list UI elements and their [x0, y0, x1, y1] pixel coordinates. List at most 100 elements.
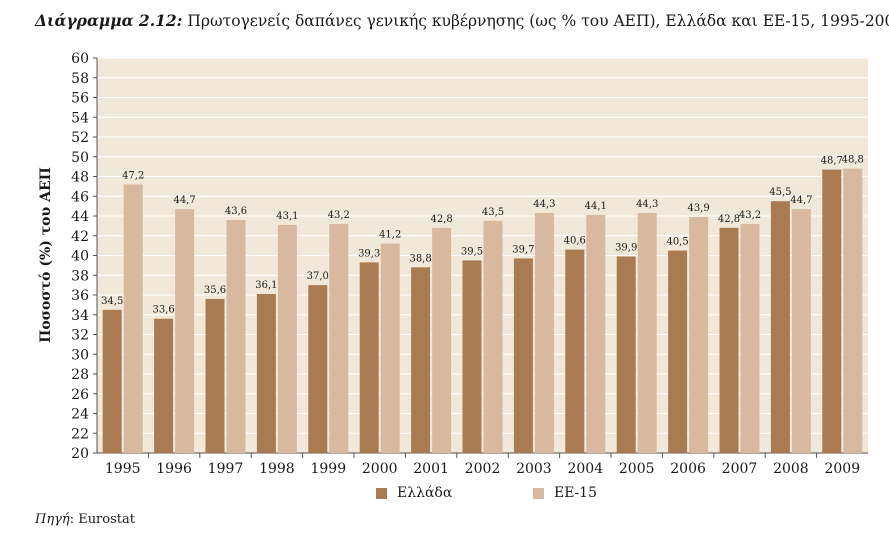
data-label-greece: 39,5 [461, 246, 483, 257]
data-label-eu15: 43,6 [225, 206, 247, 217]
source-note: Πηγή: Eurostat [35, 512, 135, 527]
bar-greece [205, 298, 225, 453]
x-tick-label: 1996 [156, 461, 192, 477]
x-tick-label: 2007 [722, 461, 758, 477]
bar-eu15 [791, 209, 811, 453]
chart-title-label: Διάγραμμα 2.12: [35, 11, 183, 30]
data-label-eu15: 43,2 [739, 210, 761, 221]
data-label-greece: 35,6 [204, 285, 226, 296]
y-tick-label: 22 [71, 426, 89, 442]
y-tick-label: 40 [71, 249, 89, 265]
bar-eu15 [843, 168, 863, 453]
x-tick-label: 2003 [516, 461, 552, 477]
x-tick-label: 1999 [310, 461, 346, 477]
data-label-greece: 39,7 [512, 244, 534, 255]
data-label-eu15: 42,8 [430, 214, 452, 225]
bar-greece [411, 267, 431, 453]
data-label-greece: 42,8 [718, 214, 740, 225]
legend-swatch-greece [376, 487, 387, 499]
bar-eu15 [637, 213, 657, 453]
data-label-greece: 40,5 [666, 237, 688, 248]
x-tick-label: 2009 [824, 461, 860, 477]
data-label-eu15: 43,9 [687, 203, 709, 214]
y-tick-label: 56 [71, 91, 89, 107]
legend-swatch-eu15 [533, 487, 544, 499]
bar-eu15 [123, 184, 143, 453]
data-label-eu15: 44,7 [173, 195, 195, 206]
bar-eu15 [277, 224, 297, 453]
data-label-greece: 36,1 [255, 280, 277, 291]
y-tick-label: 50 [71, 150, 89, 166]
y-tick-label: 38 [71, 268, 89, 284]
y-tick-label: 42 [71, 229, 89, 245]
source-label: Πηγή [35, 512, 70, 527]
x-tick-label: 2000 [362, 461, 398, 477]
x-tick-label: 1997 [208, 461, 244, 477]
data-label-eu15: 41,2 [379, 230, 401, 241]
data-label-greece: 34,5 [101, 296, 123, 307]
data-label-greece: 37,0 [307, 271, 329, 282]
data-label-greece: 39,9 [615, 242, 637, 253]
bar-chart: 20 22 24 26 28 30 32 34 36 38 40 42 44 46 48 50 52 54 56 58… [71, 51, 868, 477]
data-label-greece: 33,6 [152, 305, 174, 316]
data-label-eu15: 43,1 [276, 211, 298, 222]
y-tick-label: 44 [71, 209, 89, 225]
data-label-greece: 39,3 [358, 248, 380, 259]
bar-greece [822, 169, 842, 453]
x-tick-label: 2005 [619, 461, 655, 477]
data-label-greece: 45,5 [769, 187, 791, 198]
data-label-eu15: 44,1 [585, 201, 607, 212]
legend-item-eu15: ΕΕ-15 [533, 485, 597, 501]
bar-greece [770, 201, 790, 453]
source-text: : Eurostat [69, 512, 135, 527]
bar-eu15 [226, 219, 246, 453]
data-label-greece: 40,6 [564, 236, 586, 247]
x-tick-label: 2004 [567, 461, 603, 477]
y-tick-label: 58 [71, 71, 89, 87]
bar-greece [462, 260, 482, 453]
x-tick-label: 1995 [105, 461, 141, 477]
bar-eu15 [740, 223, 760, 453]
x-tick-label: 1998 [259, 461, 295, 477]
x-tick-label: 2006 [670, 461, 706, 477]
bar-greece [616, 256, 636, 453]
legend-item-greece: Ελλάδα [376, 485, 452, 501]
bar-greece [308, 285, 328, 453]
y-tick-label: 34 [71, 308, 89, 324]
bar-eu15 [380, 243, 400, 453]
bar-greece [513, 258, 533, 453]
x-tick-label: 2001 [413, 461, 449, 477]
bar-greece [668, 250, 688, 453]
y-tick-label: 20 [71, 446, 89, 462]
x-tick-label: 2008 [773, 461, 809, 477]
data-label-eu15: 48,8 [842, 155, 864, 166]
bar-eu15 [329, 223, 349, 453]
data-label-eu15: 43,2 [328, 210, 350, 221]
legend: Ελλάδα ΕΕ-15 [0, 485, 889, 505]
y-tick-label: 36 [71, 288, 89, 304]
y-tick-label: 24 [71, 407, 89, 423]
bar-eu15 [175, 209, 195, 453]
bar-eu15 [483, 220, 503, 453]
chart-title: Διάγραμμα 2.12: Πρωτογενείς δαπάνες γενι… [35, 11, 889, 30]
data-label-eu15: 44,3 [533, 199, 555, 210]
bar-eu15 [689, 216, 709, 453]
bar-eu15 [586, 215, 606, 453]
bar-eu15 [534, 213, 554, 453]
bar-eu15 [432, 227, 452, 453]
bar-greece [154, 318, 174, 453]
bar-greece [256, 294, 276, 453]
bar-greece [719, 227, 739, 453]
y-tick-label: 54 [71, 110, 89, 126]
bar-greece [565, 249, 585, 453]
legend-label-greece: Ελλάδα [397, 485, 453, 501]
y-tick-label: 28 [71, 367, 89, 383]
bar-greece [359, 262, 379, 453]
data-label-greece: 48,7 [821, 156, 843, 167]
data-label-eu15: 43,5 [482, 207, 504, 218]
legend-label-eu15: ΕΕ-15 [554, 485, 597, 501]
y-tick-label: 60 [71, 51, 89, 67]
data-label-eu15: 44,7 [790, 195, 812, 206]
x-tick-label: 2002 [465, 461, 501, 477]
chart-title-text: Πρωτογενείς δαπάνες γενικής κυβέρνησης (… [182, 12, 889, 30]
